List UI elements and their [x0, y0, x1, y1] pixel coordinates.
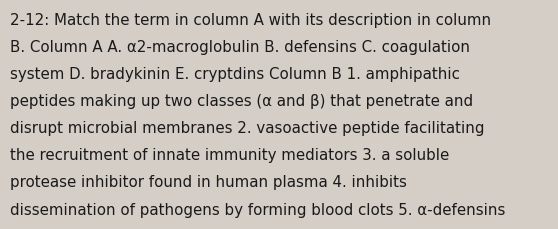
Text: the recruitment of innate immunity mediators 3. a soluble: the recruitment of innate immunity media… — [10, 148, 449, 163]
Text: B. Column A A. α2-macroglobulin B. defensins C. coagulation: B. Column A A. α2-macroglobulin B. defen… — [10, 40, 470, 55]
Text: 2-12: Match the term in column A with its description in column: 2-12: Match the term in column A with it… — [10, 13, 491, 27]
Text: system D. bradykinin E. cryptdins Column B 1. amphipathic: system D. bradykinin E. cryptdins Column… — [10, 67, 460, 82]
Text: dissemination of pathogens by forming blood clots 5. α-defensins: dissemination of pathogens by forming bl… — [10, 202, 506, 217]
Text: disrupt microbial membranes 2. vasoactive peptide facilitating: disrupt microbial membranes 2. vasoactiv… — [10, 121, 484, 136]
Text: peptides making up two classes (α and β) that penetrate and: peptides making up two classes (α and β)… — [10, 94, 473, 109]
Text: protease inhibitor found in human plasma 4. inhibits: protease inhibitor found in human plasma… — [10, 175, 407, 190]
